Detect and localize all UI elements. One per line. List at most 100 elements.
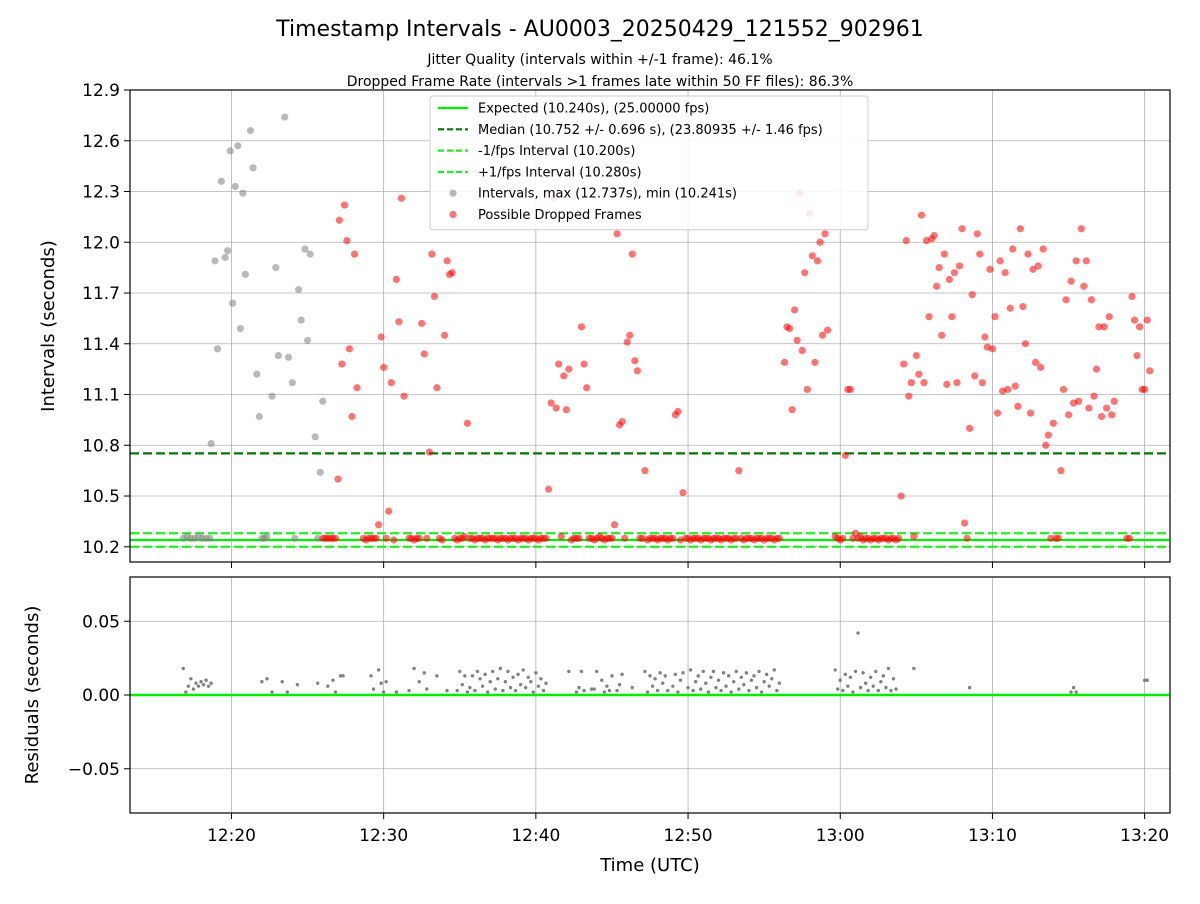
residual-point <box>696 674 700 678</box>
residual-point <box>295 682 300 687</box>
residual-point <box>531 690 536 694</box>
residual-point <box>655 688 660 693</box>
residual-point <box>473 688 477 693</box>
residuals-y-tick-label: 0.00 <box>82 686 120 706</box>
interval-point <box>253 370 261 378</box>
dropped-frame-point <box>933 282 941 290</box>
dropped-frame-point <box>988 345 997 353</box>
residual-point <box>270 690 274 694</box>
residual-point <box>841 688 845 693</box>
dropped-frame-point <box>1049 419 1057 427</box>
dropped-frame-point <box>608 534 616 542</box>
dropped-frame-point <box>1105 313 1113 321</box>
dropped-frame-point <box>917 211 926 219</box>
dropped-frame-point <box>907 379 915 387</box>
residuals-points <box>181 631 1149 694</box>
residual-point <box>868 675 873 679</box>
dropped-frame-point <box>631 357 639 365</box>
interval-point <box>213 345 222 353</box>
dropped-frame-point <box>338 360 346 368</box>
residual-point <box>757 669 761 674</box>
residual-point <box>544 681 548 685</box>
intervals-y-tick-label: 10.2 <box>82 538 120 558</box>
dropped-frame-point <box>732 534 740 542</box>
interval-point <box>314 534 322 542</box>
dropped-frame-point <box>385 507 393 515</box>
dropped-frame-point <box>1143 316 1151 324</box>
residual-point <box>721 671 726 675</box>
dropped-frame-point <box>1130 316 1139 324</box>
residual-point <box>648 674 652 678</box>
interval-point <box>301 245 309 253</box>
dropped-frame-point <box>397 194 406 202</box>
intervals-y-tick-label: 12.9 <box>82 81 120 101</box>
dropped-frame-point <box>945 275 953 284</box>
dropped-frame-point <box>955 262 964 270</box>
intervals-y-axis-label: Intervals (seconds) <box>38 240 59 412</box>
dropped-frame-point <box>1006 304 1014 312</box>
residual-point <box>739 675 744 679</box>
intervals-y-tick-label: 10.5 <box>82 487 120 507</box>
dropped-frame-point <box>1128 292 1136 300</box>
residual-point <box>331 678 335 682</box>
dropped-frame-point <box>433 384 441 392</box>
residual-point <box>1142 678 1147 682</box>
dropped-frame-point <box>1047 534 1055 542</box>
dropped-frame-point <box>390 536 398 544</box>
dropped-frame-point <box>950 269 958 277</box>
residual-point <box>866 688 870 693</box>
dropped-frame-point <box>1021 340 1030 348</box>
residual-point <box>506 669 510 674</box>
residual-point <box>341 674 345 678</box>
residual-point <box>650 684 655 688</box>
residual-point <box>861 671 865 675</box>
dropped-frame-point <box>610 521 619 529</box>
residual-point <box>534 671 538 675</box>
dropped-frame-point <box>463 419 471 427</box>
dropped-frame-point <box>976 250 984 258</box>
dropped-frame-point <box>1092 365 1101 373</box>
residual-point <box>699 687 703 691</box>
dropped-frame-point <box>793 336 801 344</box>
dropped-frame-point <box>443 257 451 265</box>
residual-point <box>529 680 533 684</box>
residual-point <box>468 685 472 690</box>
residual-point <box>501 688 505 693</box>
time-x-tick-label: 12:50 <box>664 826 713 846</box>
dropped-frame-point <box>801 269 809 277</box>
dropped-frame-point <box>1011 382 1019 390</box>
residual-point <box>567 669 571 674</box>
residual-point <box>777 681 782 685</box>
residual-point <box>607 688 612 693</box>
dropped-frame-point <box>808 252 816 260</box>
dropped-frame-point <box>948 313 956 321</box>
dropped-frame-point <box>575 534 583 542</box>
dropped-frame-point <box>613 230 621 238</box>
dropped-frame-point <box>1141 385 1149 394</box>
legend-box <box>429 95 869 231</box>
dropped-frame-point <box>1059 385 1068 394</box>
residual-point <box>516 672 520 677</box>
dropped-frame-point <box>565 365 573 373</box>
dropped-frame-point <box>1067 277 1075 285</box>
residual-point <box>744 671 749 675</box>
legend: Expected (10.240s), (25.00000 fps) Median… <box>429 95 869 231</box>
chart-subtitle-jitter: Jitter Quality (intervals within +/-1 fr… <box>426 52 772 68</box>
residual-point <box>201 682 206 687</box>
dropped-frame-point <box>775 534 783 542</box>
residual-point <box>511 675 515 679</box>
dropped-frame-point <box>910 533 918 541</box>
dropped-frame-point <box>382 534 390 542</box>
dropped-frame-point <box>953 379 961 387</box>
dropped-frame-point <box>993 409 1002 417</box>
interval-point <box>268 392 276 400</box>
residual-point <box>536 684 541 688</box>
residual-point <box>338 674 343 678</box>
interval-point <box>221 253 229 262</box>
residual-point <box>711 669 716 674</box>
dropped-frame-point <box>1062 296 1070 304</box>
residual-point <box>759 690 764 694</box>
residual-point <box>455 688 459 693</box>
dropped-frame-point <box>1029 265 1037 273</box>
time-x-tick-label: 13:10 <box>968 826 1017 846</box>
